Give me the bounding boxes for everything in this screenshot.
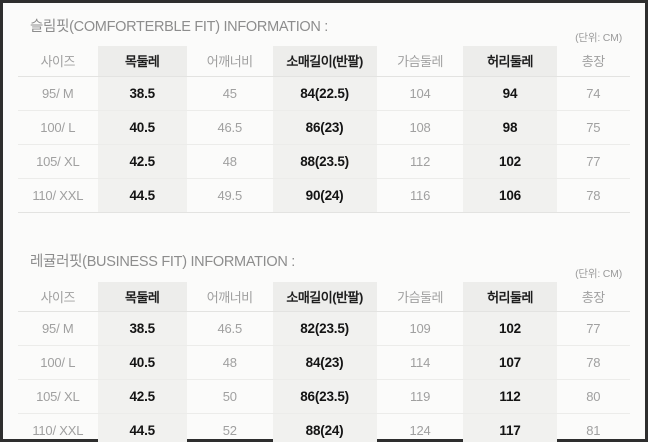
cell-size: 110/ XXL — [18, 178, 98, 213]
cell-waist: 117 — [463, 413, 557, 442]
cell-total-length: 78 — [556, 178, 630, 213]
column-header-size: 사이즈 — [18, 46, 98, 77]
size-chart-sheet: 슬림핏(COMFORTERBLE FIT) INFORMATION : (단위:… — [6, 6, 642, 442]
column-header-total-length: 총장 — [556, 281, 630, 312]
cell-size: 95/ M — [18, 76, 98, 111]
cell-neck: 38.5 — [97, 76, 187, 111]
column-header-chest: 가슴둘레 — [376, 46, 464, 77]
cell-sleeve: 88(23.5) — [272, 144, 377, 179]
cell-chest: 112 — [376, 144, 464, 179]
cell-total-length: 78 — [556, 345, 630, 380]
section-title: 슬림핏(COMFORTERBLE FIT) INFORMATION : — [30, 19, 329, 35]
cell-sleeve: 90(24) — [272, 178, 377, 213]
column-header-neck: 목둘레 — [97, 281, 187, 312]
table-header-row: 사이즈 목둘레 어깨너비 소매길이(반팔) 가슴둘레 허리둘레 총장 — [18, 281, 630, 312]
cell-size: 100/ L — [18, 345, 98, 380]
cell-waist: 107 — [463, 345, 557, 380]
cell-size: 100/ L — [18, 110, 98, 145]
column-header-neck: 목둘레 — [97, 46, 187, 77]
cell-size: 110/ XXL — [18, 413, 98, 442]
unit-label: (단위: CM) — [575, 32, 622, 44]
table-row: 105/ XL 42.5 48 88(23.5) 112 102 77 — [18, 144, 630, 179]
cell-shoulder: 50 — [186, 379, 273, 414]
column-header-size: 사이즈 — [18, 281, 98, 312]
cell-shoulder: 46.5 — [186, 311, 273, 346]
cell-shoulder: 49.5 — [186, 178, 273, 213]
section-title: 레귤러핏(BUSINESS FIT) INFORMATION : — [30, 253, 296, 270]
cell-size: 95/ M — [18, 311, 98, 346]
section-header: 레귤러핏(BUSINESS FIT) INFORMATION : (단위: CM… — [18, 240, 630, 282]
table-row: 95/ M 38.5 46.5 82(23.5) 109 102 77 — [18, 311, 630, 346]
cell-chest: 124 — [376, 413, 464, 442]
cell-chest: 119 — [376, 379, 464, 414]
cell-shoulder: 48 — [186, 345, 273, 380]
cell-sleeve: 84(23) — [272, 345, 377, 380]
cell-chest: 104 — [376, 76, 464, 111]
cell-waist: 98 — [463, 110, 557, 145]
cell-waist: 106 — [463, 178, 557, 213]
cell-total-length: 80 — [556, 379, 630, 414]
cell-neck: 44.5 — [97, 413, 187, 442]
column-header-sleeve: 소매길이(반팔) — [272, 281, 377, 312]
cell-chest: 116 — [376, 178, 464, 213]
cell-sleeve: 88(24) — [272, 413, 377, 442]
section-header: 슬림핏(COMFORTERBLE FIT) INFORMATION : (단위:… — [18, 6, 630, 46]
cell-shoulder: 48 — [186, 144, 273, 179]
cell-neck: 42.5 — [97, 144, 187, 179]
size-table-section-slim-fit: 슬림핏(COMFORTERBLE FIT) INFORMATION : (단위:… — [18, 6, 630, 213]
cell-neck: 42.5 — [97, 379, 187, 414]
table-row: 100/ L 40.5 46.5 86(23) 108 98 75 — [18, 110, 630, 145]
cell-shoulder: 52 — [186, 413, 273, 442]
table-row: 110/ XXL 44.5 49.5 90(24) 116 106 78 — [18, 178, 630, 213]
column-header-chest: 가슴둘레 — [376, 281, 464, 312]
cell-sleeve: 86(23.5) — [272, 379, 377, 414]
cell-total-length: 77 — [556, 311, 630, 346]
cell-total-length: 74 — [556, 76, 630, 111]
unit-label: (단위: CM) — [575, 267, 622, 280]
table-row: 110/ XXL 44.5 52 88(24) 124 117 81 — [18, 413, 630, 442]
cell-waist: 94 — [463, 76, 557, 111]
column-header-sleeve: 소매길이(반팔) — [272, 46, 377, 77]
column-header-total-length: 총장 — [556, 46, 630, 77]
cell-total-length: 77 — [556, 144, 630, 179]
cell-neck: 44.5 — [97, 178, 187, 213]
cell-waist: 102 — [463, 311, 557, 346]
size-table-regular-fit: 사이즈 목둘레 어깨너비 소매길이(반팔) 가슴둘레 허리둘레 총장 95/ M… — [18, 281, 630, 442]
table-row: 105/ XL 42.5 50 86(23.5) 119 112 80 — [18, 379, 630, 414]
table-row: 95/ M 38.5 45 84(22.5) 104 94 74 — [18, 76, 630, 111]
size-table-slim-fit: 사이즈 목둘레 어깨너비 소매길이(반팔) 가슴둘레 허리둘레 총장 95/ M… — [18, 46, 630, 213]
cell-sleeve: 86(23) — [272, 110, 377, 145]
cell-size: 105/ XL — [18, 144, 98, 179]
table-row: 100/ L 40.5 48 84(23) 114 107 78 — [18, 345, 630, 380]
column-header-shoulder: 어깨너비 — [186, 281, 273, 312]
cell-shoulder: 45 — [186, 76, 273, 111]
table-header-row: 사이즈 목둘레 어깨너비 소매길이(반팔) 가슴둘레 허리둘레 총장 — [18, 46, 630, 77]
cell-neck: 40.5 — [97, 345, 187, 380]
size-table-section-regular-fit: 레귤러핏(BUSINESS FIT) INFORMATION : (단위: CM… — [18, 240, 630, 442]
cell-sleeve: 84(22.5) — [272, 76, 377, 111]
cell-waist: 102 — [463, 144, 557, 179]
column-header-waist: 허리둘레 — [463, 46, 557, 77]
cell-chest: 109 — [376, 311, 464, 346]
cell-sleeve: 82(23.5) — [272, 311, 377, 346]
cell-size: 105/ XL — [18, 379, 98, 414]
column-header-shoulder: 어깨너비 — [186, 46, 273, 77]
cell-neck: 38.5 — [97, 311, 187, 346]
cell-chest: 108 — [376, 110, 464, 145]
cell-total-length: 81 — [556, 413, 630, 442]
cell-shoulder: 46.5 — [186, 110, 273, 145]
cell-neck: 40.5 — [97, 110, 187, 145]
column-header-waist: 허리둘레 — [463, 281, 557, 312]
cell-waist: 112 — [463, 379, 557, 414]
cell-chest: 114 — [376, 345, 464, 380]
cell-total-length: 75 — [556, 110, 630, 145]
